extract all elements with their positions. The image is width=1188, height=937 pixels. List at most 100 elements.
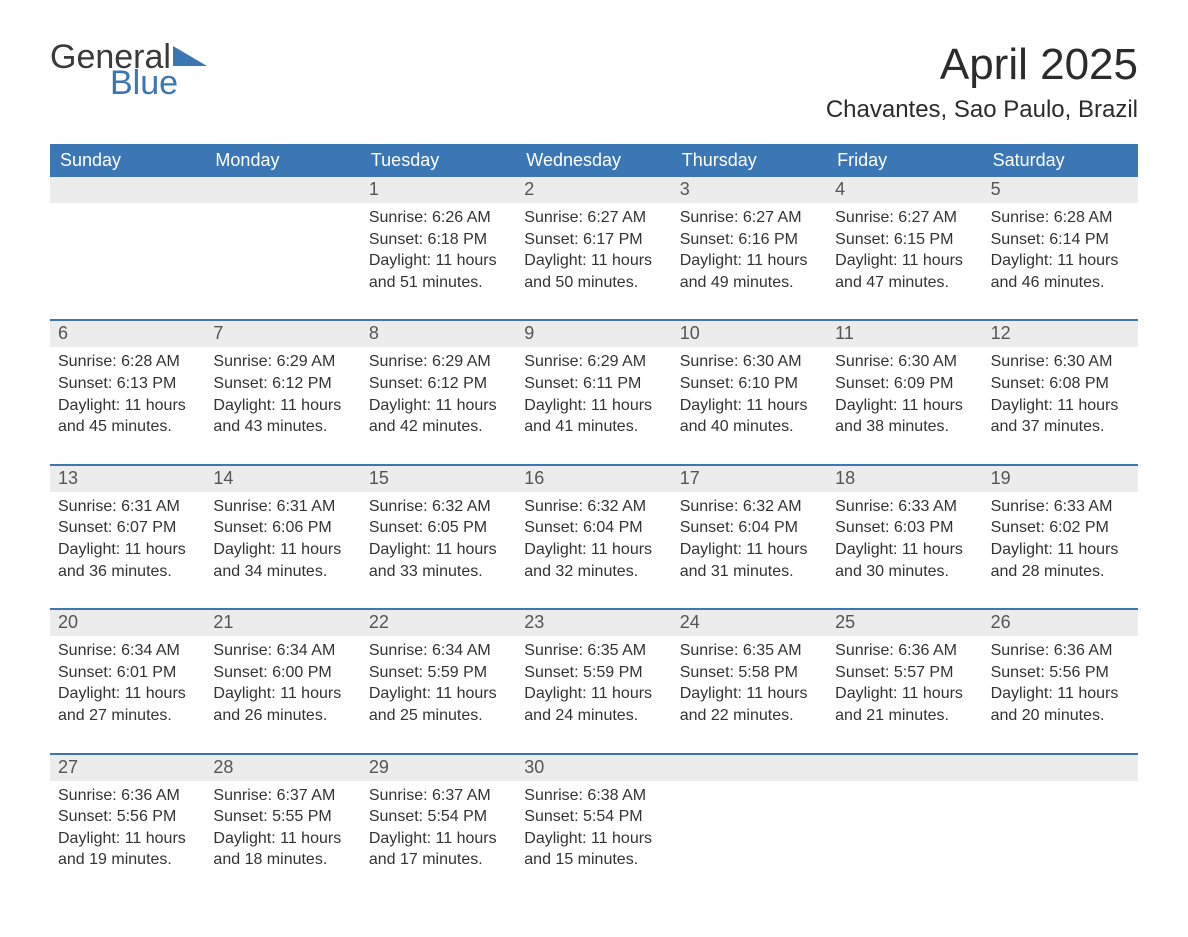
daylight-line: Daylight: 11 hours and 32 minutes.	[524, 539, 663, 582]
daylight-line: Daylight: 11 hours and 19 minutes.	[58, 828, 197, 871]
day-cell: Sunrise: 6:38 AMSunset: 5:54 PMDaylight:…	[516, 781, 671, 875]
day-cell: Sunrise: 6:29 AMSunset: 6:12 PMDaylight:…	[361, 347, 516, 441]
sunset-line: Sunset: 6:12 PM	[213, 373, 352, 395]
sunset-line: Sunset: 6:12 PM	[369, 373, 508, 395]
day-number: 19	[983, 466, 1138, 492]
sunset-line: Sunset: 5:56 PM	[58, 806, 197, 828]
day-cell: Sunrise: 6:37 AMSunset: 5:54 PMDaylight:…	[361, 781, 516, 875]
daylight-line: Daylight: 11 hours and 49 minutes.	[680, 250, 819, 293]
day-number: 11	[827, 321, 982, 347]
day-cell	[672, 781, 827, 875]
day-cell: Sunrise: 6:37 AMSunset: 5:55 PMDaylight:…	[205, 781, 360, 875]
sunset-line: Sunset: 6:03 PM	[835, 517, 974, 539]
day-header: Saturday	[983, 144, 1138, 177]
day-cell	[50, 203, 205, 297]
day-cell: Sunrise: 6:28 AMSunset: 6:14 PMDaylight:…	[983, 203, 1138, 297]
day-header: Sunday	[50, 144, 205, 177]
day-number: 25	[827, 610, 982, 636]
sunset-line: Sunset: 6:07 PM	[58, 517, 197, 539]
daylight-line: Daylight: 11 hours and 37 minutes.	[991, 395, 1130, 438]
sunrise-line: Sunrise: 6:34 AM	[58, 640, 197, 662]
day-cell: Sunrise: 6:32 AMSunset: 6:05 PMDaylight:…	[361, 492, 516, 586]
day-number: 18	[827, 466, 982, 492]
sunrise-line: Sunrise: 6:29 AM	[213, 351, 352, 373]
day-cell	[983, 781, 1138, 875]
daylight-line: Daylight: 11 hours and 40 minutes.	[680, 395, 819, 438]
day-cell: Sunrise: 6:26 AMSunset: 6:18 PMDaylight:…	[361, 203, 516, 297]
day-number: 30	[516, 755, 671, 781]
sunset-line: Sunset: 6:09 PM	[835, 373, 974, 395]
day-number: 20	[50, 610, 205, 636]
day-number: 9	[516, 321, 671, 347]
daylight-line: Daylight: 11 hours and 25 minutes.	[369, 683, 508, 726]
sunrise-line: Sunrise: 6:30 AM	[680, 351, 819, 373]
sunrise-line: Sunrise: 6:35 AM	[524, 640, 663, 662]
sunrise-line: Sunrise: 6:36 AM	[835, 640, 974, 662]
day-cell: Sunrise: 6:27 AMSunset: 6:15 PMDaylight:…	[827, 203, 982, 297]
sunrise-line: Sunrise: 6:29 AM	[369, 351, 508, 373]
daylight-line: Daylight: 11 hours and 15 minutes.	[524, 828, 663, 871]
day-cell: Sunrise: 6:36 AMSunset: 5:56 PMDaylight:…	[983, 636, 1138, 730]
sunrise-line: Sunrise: 6:36 AM	[58, 785, 197, 807]
day-cell: Sunrise: 6:29 AMSunset: 6:11 PMDaylight:…	[516, 347, 671, 441]
daylight-line: Daylight: 11 hours and 41 minutes.	[524, 395, 663, 438]
day-number: 14	[205, 466, 360, 492]
day-header-row: Sunday Monday Tuesday Wednesday Thursday…	[50, 144, 1138, 177]
sunrise-line: Sunrise: 6:33 AM	[835, 496, 974, 518]
sunset-line: Sunset: 6:00 PM	[213, 662, 352, 684]
day-number: 7	[205, 321, 360, 347]
day-cell: Sunrise: 6:33 AMSunset: 6:02 PMDaylight:…	[983, 492, 1138, 586]
sunset-line: Sunset: 6:08 PM	[991, 373, 1130, 395]
header: General Blue April 2025 Chavantes, Sao P…	[50, 40, 1138, 124]
sunrise-line: Sunrise: 6:34 AM	[369, 640, 508, 662]
day-cell: Sunrise: 6:29 AMSunset: 6:12 PMDaylight:…	[205, 347, 360, 441]
day-number: 16	[516, 466, 671, 492]
week-row: 20212223242526Sunrise: 6:34 AMSunset: 6:…	[50, 608, 1138, 730]
page-title: April 2025	[826, 40, 1138, 90]
sunrise-line: Sunrise: 6:37 AM	[369, 785, 508, 807]
week-row: 27282930Sunrise: 6:36 AMSunset: 5:56 PMD…	[50, 753, 1138, 875]
daylight-line: Daylight: 11 hours and 42 minutes.	[369, 395, 508, 438]
day-number-row: 12345	[50, 177, 1138, 203]
daylight-line: Daylight: 11 hours and 26 minutes.	[213, 683, 352, 726]
sunset-line: Sunset: 5:59 PM	[369, 662, 508, 684]
day-header: Thursday	[672, 144, 827, 177]
daylight-line: Daylight: 11 hours and 50 minutes.	[524, 250, 663, 293]
sunset-line: Sunset: 6:01 PM	[58, 662, 197, 684]
day-number: 12	[983, 321, 1138, 347]
day-number-row: 27282930	[50, 755, 1138, 781]
daylight-line: Daylight: 11 hours and 24 minutes.	[524, 683, 663, 726]
weeks-container: 12345Sunrise: 6:26 AMSunset: 6:18 PMDayl…	[50, 177, 1138, 875]
day-cell: Sunrise: 6:32 AMSunset: 6:04 PMDaylight:…	[516, 492, 671, 586]
day-number: 13	[50, 466, 205, 492]
sunset-line: Sunset: 5:58 PM	[680, 662, 819, 684]
day-number: 24	[672, 610, 827, 636]
daylight-line: Daylight: 11 hours and 30 minutes.	[835, 539, 974, 582]
day-cell: Sunrise: 6:30 AMSunset: 6:08 PMDaylight:…	[983, 347, 1138, 441]
day-number: 3	[672, 177, 827, 203]
sunrise-line: Sunrise: 6:30 AM	[835, 351, 974, 373]
day-cell: Sunrise: 6:34 AMSunset: 6:01 PMDaylight:…	[50, 636, 205, 730]
day-cell: Sunrise: 6:31 AMSunset: 6:06 PMDaylight:…	[205, 492, 360, 586]
daylight-line: Daylight: 11 hours and 36 minutes.	[58, 539, 197, 582]
sunrise-line: Sunrise: 6:27 AM	[680, 207, 819, 229]
day-number	[672, 755, 827, 781]
week-row: 12345Sunrise: 6:26 AMSunset: 6:18 PMDayl…	[50, 177, 1138, 297]
day-number: 2	[516, 177, 671, 203]
daylight-line: Daylight: 11 hours and 51 minutes.	[369, 250, 508, 293]
day-cell: Sunrise: 6:35 AMSunset: 5:59 PMDaylight:…	[516, 636, 671, 730]
day-number: 8	[361, 321, 516, 347]
daylight-line: Daylight: 11 hours and 38 minutes.	[835, 395, 974, 438]
day-number-row: 20212223242526	[50, 610, 1138, 636]
daylight-line: Daylight: 11 hours and 21 minutes.	[835, 683, 974, 726]
daylight-line: Daylight: 11 hours and 18 minutes.	[213, 828, 352, 871]
sunset-line: Sunset: 6:06 PM	[213, 517, 352, 539]
sunrise-line: Sunrise: 6:33 AM	[991, 496, 1130, 518]
sunset-line: Sunset: 6:11 PM	[524, 373, 663, 395]
logo-word-blue: Blue	[110, 66, 207, 100]
day-number	[205, 177, 360, 203]
week-row: 6789101112Sunrise: 6:28 AMSunset: 6:13 P…	[50, 319, 1138, 441]
day-header: Friday	[827, 144, 982, 177]
daylight-line: Daylight: 11 hours and 20 minutes.	[991, 683, 1130, 726]
daylight-line: Daylight: 11 hours and 22 minutes.	[680, 683, 819, 726]
